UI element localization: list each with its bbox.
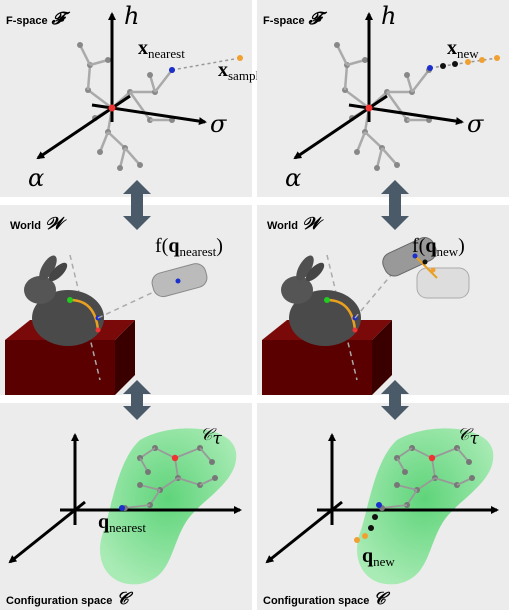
- node: [354, 149, 360, 155]
- subscript: nearest: [148, 46, 185, 61]
- node: [431, 268, 436, 273]
- node: [105, 57, 111, 63]
- node: [394, 482, 400, 488]
- subscript: new: [373, 554, 395, 569]
- node: [109, 105, 116, 112]
- subscript: nearest: [109, 520, 146, 535]
- node: [479, 57, 485, 63]
- node: [176, 279, 181, 284]
- title: World: [267, 220, 298, 232]
- node: [452, 61, 458, 67]
- node: [366, 105, 373, 112]
- node: [334, 42, 340, 48]
- node: [324, 297, 330, 303]
- node: [96, 328, 101, 333]
- node: [374, 165, 380, 171]
- node: [494, 55, 500, 61]
- prefix: f(: [155, 235, 169, 257]
- main: q: [168, 235, 179, 257]
- node: [469, 475, 475, 481]
- main: x: [447, 37, 457, 59]
- node: [354, 537, 360, 543]
- node: [209, 459, 215, 465]
- title: Configuration space: [6, 595, 112, 607]
- main: q: [98, 511, 109, 533]
- subscript: τ: [212, 429, 222, 449]
- main: x: [218, 59, 228, 81]
- table-front: [5, 340, 115, 395]
- main: x: [138, 37, 148, 59]
- node: [97, 149, 103, 155]
- axis-label: h: [124, 2, 139, 30]
- node: [362, 57, 368, 63]
- table-front: [262, 340, 372, 395]
- node: [404, 72, 410, 78]
- column: F-space𝓕hσαxnearestxsampleWorld𝒲f(qneare…: [0, 0, 265, 610]
- node: [394, 162, 400, 168]
- gripper: [417, 268, 469, 298]
- subscript: new: [457, 46, 479, 61]
- title: F-space: [6, 15, 48, 27]
- axis-label: α: [285, 164, 301, 192]
- node: [169, 67, 175, 73]
- axis-label: σ: [210, 110, 227, 138]
- node: [212, 475, 218, 481]
- title: F-space: [263, 15, 305, 27]
- subscript: nearest: [179, 244, 216, 259]
- axis-label: h: [381, 2, 396, 30]
- node: [376, 502, 382, 508]
- node: [119, 505, 125, 511]
- node: [147, 72, 153, 78]
- node: [427, 65, 433, 71]
- main: q: [362, 545, 373, 567]
- node: [372, 514, 378, 520]
- node: [137, 482, 143, 488]
- node: [402, 469, 408, 475]
- title: Configuration space: [263, 595, 369, 607]
- node: [77, 42, 83, 48]
- node: [353, 328, 358, 333]
- suffix: ): [216, 235, 223, 257]
- figure: F-space𝓕hσαxnearestxsampleWorld𝒲f(qneare…: [0, 0, 509, 610]
- axis-label: σ: [467, 110, 484, 138]
- main: q: [425, 235, 436, 257]
- node: [362, 533, 368, 539]
- subscript: new: [436, 244, 458, 259]
- node: [137, 162, 143, 168]
- axis-label: α: [28, 164, 44, 192]
- subscript: τ: [469, 429, 479, 449]
- node: [172, 455, 178, 461]
- node: [117, 165, 123, 171]
- node: [429, 455, 435, 461]
- node: [368, 525, 374, 531]
- node: [237, 55, 243, 61]
- node: [423, 260, 428, 265]
- suffix: ): [458, 235, 465, 257]
- node: [440, 63, 446, 69]
- prefix: f(: [412, 235, 426, 257]
- title: World: [10, 220, 41, 232]
- node: [67, 297, 73, 303]
- node: [145, 469, 151, 475]
- node: [466, 459, 472, 465]
